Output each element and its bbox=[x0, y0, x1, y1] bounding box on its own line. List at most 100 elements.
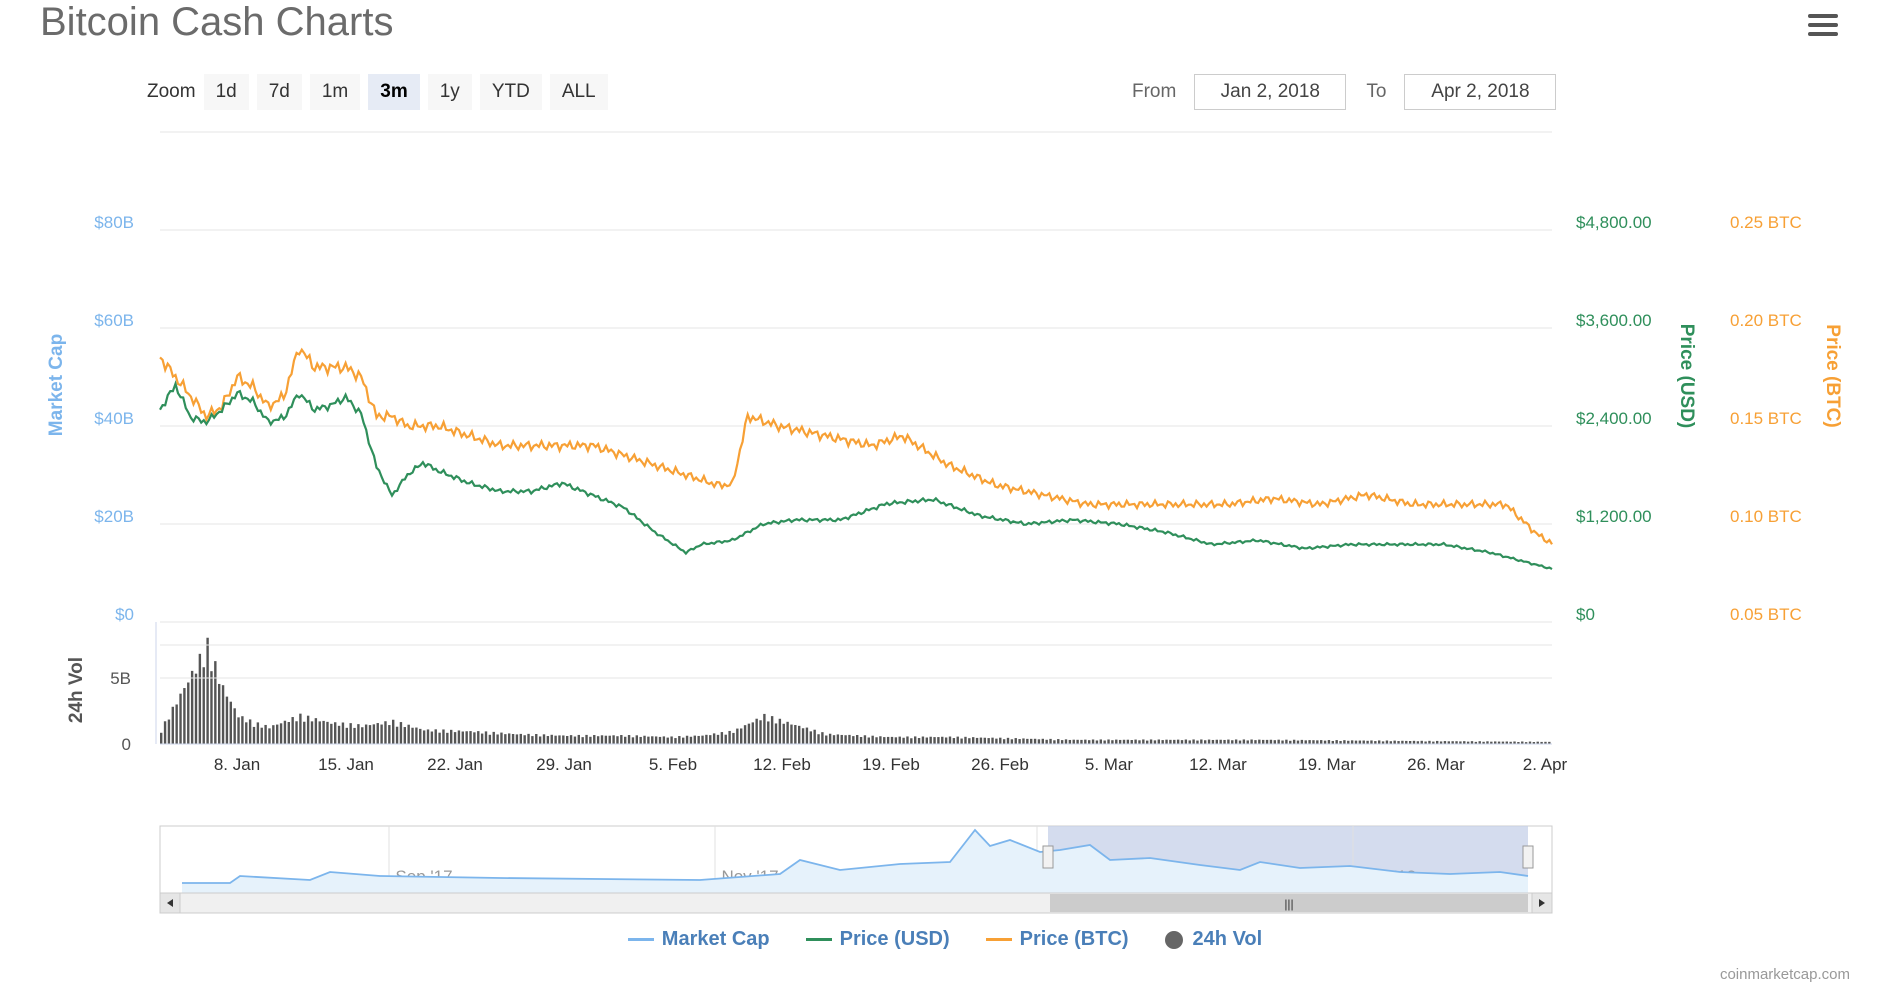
zoom-1d-button[interactable]: 1d bbox=[203, 74, 249, 110]
volume-bar bbox=[1014, 738, 1017, 744]
zoom-1y-button[interactable]: 1y bbox=[427, 74, 472, 110]
volume-bar bbox=[1269, 739, 1273, 744]
volume-bar bbox=[624, 736, 627, 744]
volume-bar bbox=[504, 734, 507, 744]
volume-bar bbox=[206, 637, 209, 744]
volume-bar bbox=[1482, 741, 1485, 744]
volume-bar bbox=[256, 722, 260, 744]
legend-price-usd[interactable]: Price (USD) bbox=[805, 928, 950, 951]
volume-bar bbox=[450, 729, 453, 744]
navigator[interactable]: Sep '17Nov '17Jan '18Mar '18||| bbox=[159, 825, 1553, 914]
volume-bar bbox=[1374, 741, 1377, 744]
volume-bar bbox=[419, 728, 422, 744]
volume-bar bbox=[1548, 741, 1551, 744]
volume-bar bbox=[453, 732, 457, 744]
volume-bar bbox=[1366, 740, 1369, 744]
volume-bar bbox=[1470, 741, 1474, 744]
volume-bar bbox=[999, 737, 1002, 744]
volume-bar bbox=[411, 727, 414, 744]
volume-bar bbox=[1385, 740, 1389, 744]
volume-bar bbox=[299, 713, 302, 744]
volume-bar bbox=[886, 736, 890, 744]
volume-bar bbox=[484, 731, 488, 744]
x-tick-label: 12. Feb bbox=[753, 755, 811, 774]
volume-bar bbox=[1443, 741, 1447, 744]
volume-bar bbox=[770, 716, 774, 744]
volume-bar bbox=[1142, 739, 1145, 744]
zoom-3m-button[interactable]: 3m bbox=[368, 74, 420, 110]
volume-bar bbox=[658, 736, 662, 744]
price-btc-tick-label: 0.25 BTC bbox=[1730, 213, 1802, 232]
legend-price-btc[interactable]: Price (BTC) bbox=[985, 928, 1129, 951]
price-usd-tick-label: $3,600.00 bbox=[1576, 311, 1652, 330]
volume-bar bbox=[794, 725, 797, 744]
volume-bar bbox=[1273, 740, 1276, 744]
volume-bar bbox=[1030, 738, 1033, 744]
zoom-1m-button[interactable]: 1m bbox=[309, 74, 361, 110]
to-date-input[interactable]: Apr 2, 2018 bbox=[1404, 74, 1557, 110]
volume-bar bbox=[1176, 739, 1180, 744]
volume-bar bbox=[345, 727, 348, 744]
volume-bar bbox=[569, 735, 573, 744]
volume-bar bbox=[353, 727, 356, 744]
volume-bar bbox=[1494, 741, 1497, 744]
volume-bar bbox=[1126, 739, 1130, 744]
volume-bar bbox=[1204, 740, 1207, 744]
volume-bar bbox=[175, 704, 178, 744]
scrollbar-grip-icon: ||| bbox=[1284, 897, 1293, 911]
market-cap-tick-label: $40B bbox=[94, 409, 134, 428]
navigator-handle[interactable] bbox=[1522, 845, 1534, 869]
volume-bar bbox=[1455, 741, 1458, 744]
legend-24h-vol[interactable]: 24h Vol bbox=[1164, 928, 1263, 951]
price-usd-tick-label: $1,200.00 bbox=[1576, 507, 1652, 526]
volume-bar bbox=[1428, 740, 1431, 744]
volume-bar bbox=[372, 724, 376, 744]
volume-bar bbox=[747, 723, 751, 744]
volume-bar bbox=[1331, 740, 1334, 744]
volume-bar bbox=[283, 720, 287, 744]
volume-bar bbox=[1459, 741, 1462, 744]
legend-price-usd-label: Price (USD) bbox=[839, 928, 950, 950]
volume-bar bbox=[237, 717, 240, 744]
volume-bar bbox=[1122, 739, 1126, 744]
scrollbar-thumb[interactable] bbox=[1050, 894, 1528, 912]
volume-bar bbox=[1405, 740, 1408, 744]
volume-bar bbox=[349, 723, 352, 744]
x-tick-label: 5. Feb bbox=[649, 755, 697, 774]
x-tick-label: 29. Jan bbox=[536, 755, 592, 774]
zoom-ytd-button[interactable]: YTD bbox=[479, 74, 542, 110]
volume-bar bbox=[767, 721, 770, 744]
credit-link[interactable]: coinmarketcap.com bbox=[1719, 966, 1850, 983]
volume-bar bbox=[732, 732, 735, 744]
zoom-all-button[interactable]: ALL bbox=[549, 74, 608, 110]
volume-bar bbox=[1289, 740, 1292, 744]
volume-bar bbox=[1238, 740, 1242, 744]
legend-24h-vol-label: 24h Vol bbox=[1192, 928, 1263, 950]
zoom-7d-button[interactable]: 7d bbox=[256, 74, 302, 110]
volume-bar bbox=[465, 731, 468, 744]
volume-bar bbox=[1490, 741, 1493, 744]
volume-bar bbox=[1436, 740, 1439, 744]
volume-bar bbox=[1393, 740, 1396, 744]
from-date-input[interactable]: Jan 2, 2018 bbox=[1194, 74, 1347, 110]
volume-bar bbox=[1107, 739, 1110, 744]
volume-bar bbox=[1080, 739, 1083, 744]
hamburger-menu-icon[interactable] bbox=[1808, 14, 1838, 38]
volume-bar bbox=[906, 736, 909, 744]
volume-bar bbox=[1497, 741, 1501, 744]
volume-bar bbox=[477, 731, 480, 744]
volume-bar bbox=[395, 726, 399, 744]
volume-bar bbox=[952, 738, 956, 744]
volume-bar bbox=[1099, 739, 1102, 744]
scroll-left-arrow-icon bbox=[167, 899, 173, 907]
volume-bar bbox=[183, 688, 186, 744]
volume-bar bbox=[415, 727, 418, 744]
volume-bar bbox=[1254, 740, 1257, 744]
volume-bars bbox=[160, 637, 1551, 744]
volume-bar bbox=[1084, 739, 1087, 744]
volume-bar bbox=[1544, 741, 1547, 744]
legend-market-cap[interactable]: Market Cap bbox=[627, 928, 770, 951]
volume-bar bbox=[1231, 740, 1234, 744]
volume-bar bbox=[647, 736, 650, 744]
navigator-handle[interactable] bbox=[1042, 845, 1054, 869]
